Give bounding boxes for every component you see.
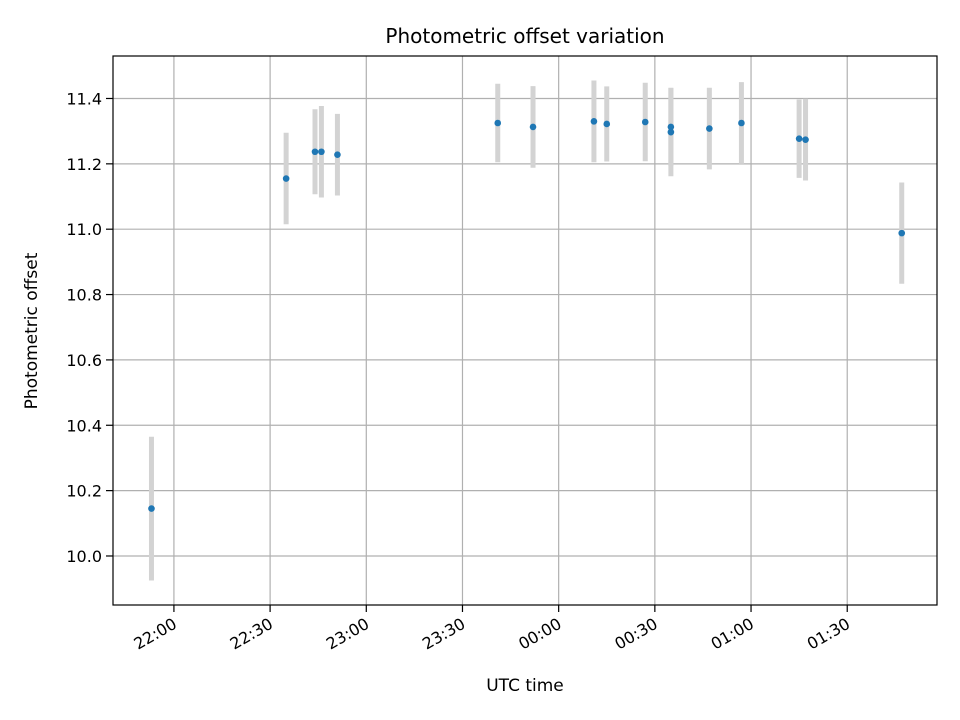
data-point [282, 175, 290, 182]
data-point [667, 123, 675, 131]
plot-frame [112, 55, 938, 606]
data-point [706, 125, 713, 132]
data-point [795, 135, 803, 142]
data-point [334, 151, 341, 158]
y-tick-label: 10.0 [66, 547, 102, 566]
data-point [641, 118, 649, 126]
y-tick-label: 10.6 [66, 351, 102, 370]
data-point [529, 123, 537, 131]
y-axis-ticks: 10.0 10.2 10.4 10.6 10.8 11.0 11.2 11.4 [66, 89, 113, 566]
y-tick-label: 10.2 [66, 482, 102, 501]
data-point [311, 148, 319, 156]
x-axis-label: UTC time [486, 676, 564, 696]
data-points [148, 118, 906, 512]
y-tick-label: 10.8 [66, 286, 102, 305]
y-tick-label: 10.4 [66, 416, 102, 435]
data-point [738, 119, 745, 127]
data-point [603, 120, 611, 128]
data-point [494, 119, 502, 127]
data-point [318, 148, 325, 156]
y-tick-label: 11.2 [66, 155, 102, 174]
y-tick-label: 11.0 [66, 220, 102, 239]
y-tick-label: 11.4 [66, 89, 102, 108]
chart-title: Photometric offset variation [385, 24, 664, 48]
y-axis-label: Photometric offset [22, 252, 42, 409]
grid-lines [113, 56, 937, 605]
data-point [898, 229, 906, 237]
data-point [667, 128, 675, 136]
data-point [802, 136, 809, 143]
data-point [590, 118, 598, 125]
data-point [148, 505, 155, 512]
